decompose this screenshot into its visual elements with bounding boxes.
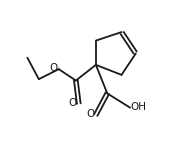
Text: O: O [49, 64, 57, 73]
Text: O: O [68, 98, 76, 108]
Text: O: O [86, 109, 94, 119]
Text: OH: OH [130, 102, 146, 112]
